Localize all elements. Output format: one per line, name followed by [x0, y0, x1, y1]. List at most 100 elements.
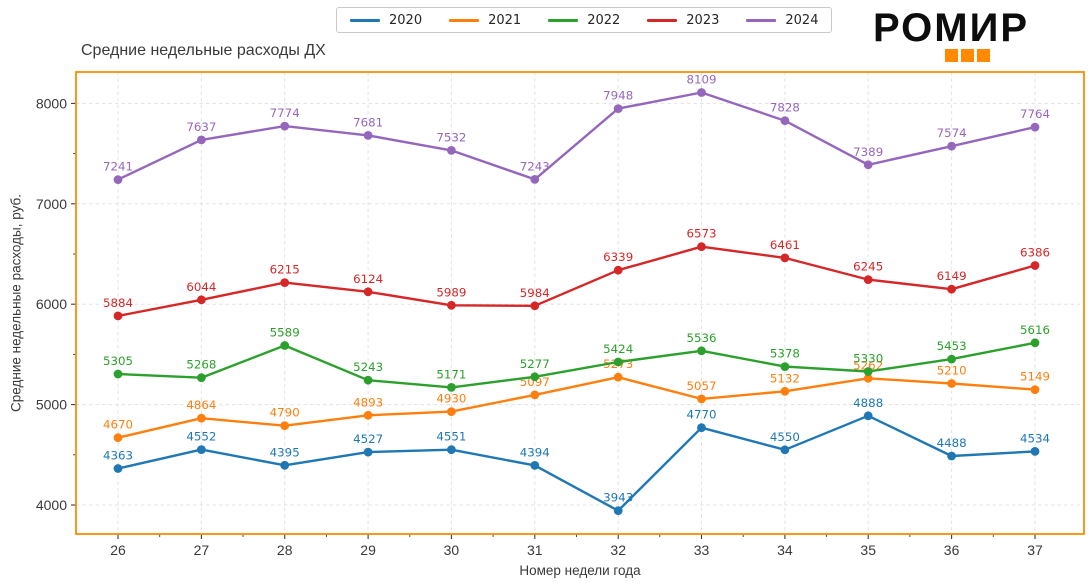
- value-label-2023: 5884: [103, 296, 133, 310]
- value-label-2023: 6573: [686, 227, 716, 241]
- data-point-2022: [447, 383, 456, 392]
- data-point-2023: [447, 300, 456, 310]
- value-label-2022: 5243: [353, 360, 383, 374]
- legend-item-2021: 2021: [449, 14, 521, 27]
- value-label-2020: 4527: [353, 432, 383, 446]
- value-label-2021: 4864: [186, 398, 216, 412]
- legend-item-2023: 2023: [647, 14, 719, 27]
- legend-item-2020: 2020: [350, 14, 422, 27]
- x-tick-label: 35: [860, 542, 876, 558]
- y-tick-label: 6000: [36, 296, 67, 312]
- data-point-2024: [780, 116, 790, 126]
- value-label-2021: 5262: [853, 358, 883, 372]
- chart-legend: 2020 2021 2022 2023 2024: [336, 7, 833, 33]
- value-label-2023: 6124: [353, 272, 383, 286]
- legend-label: 2022: [587, 12, 621, 28]
- series-line-2022: [117, 341, 1036, 389]
- value-label-2024: 7389: [853, 145, 883, 159]
- value-label-2022: 5171: [436, 367, 466, 381]
- logo-square: [961, 49, 974, 62]
- data-point-2020: [863, 411, 873, 421]
- data-point-2024: [613, 104, 623, 113]
- data-point-2022: [1030, 338, 1040, 348]
- data-point-2021: [863, 373, 873, 383]
- data-point-2023: [363, 287, 373, 297]
- data-point-2024: [1030, 122, 1040, 132]
- legend-line-sample: [746, 18, 777, 22]
- value-label-2024: 7948: [603, 89, 633, 103]
- value-label-2023: 6386: [1020, 246, 1050, 260]
- data-point-2021: [1030, 385, 1040, 394]
- data-point-2023: [113, 311, 123, 321]
- value-label-2021: 4930: [436, 392, 466, 406]
- series-line-2021: [117, 376, 1036, 439]
- value-label-2024: 7774: [270, 106, 300, 120]
- value-label-2020: 4552: [186, 430, 216, 444]
- value-label-2020: 4888: [853, 396, 883, 410]
- logo-square: [945, 49, 958, 62]
- x-tick-label: 29: [360, 542, 376, 558]
- value-label-2024: 7243: [520, 159, 550, 173]
- data-point-2020: [197, 445, 206, 454]
- value-label-2021: 5210: [937, 364, 967, 378]
- data-point-2020: [947, 451, 956, 461]
- series-line-2023: [117, 245, 1036, 318]
- value-label-2020: 3943: [603, 491, 633, 505]
- data-point-2023: [780, 253, 790, 263]
- value-label-2023: 6461: [770, 238, 800, 252]
- data-point-2020: [780, 445, 790, 455]
- value-label-2024: 7764: [1020, 107, 1050, 121]
- x-tick-label: 37: [1027, 542, 1043, 558]
- value-label-2023: 6044: [186, 280, 216, 294]
- y-tick-label: 4000: [36, 497, 67, 513]
- data-point-2022: [947, 354, 956, 364]
- romir-logo-text: РОМИР: [873, 6, 1030, 50]
- data-point-2022: [280, 341, 290, 350]
- data-point-2023: [697, 242, 706, 252]
- data-point-2023: [947, 284, 956, 294]
- data-point-2022: [530, 372, 540, 382]
- value-label-2022: 5616: [1020, 323, 1050, 337]
- value-label-2022: 5305: [103, 354, 133, 368]
- x-axis-label: Номер недели года: [519, 563, 641, 578]
- data-point-2022: [613, 357, 623, 367]
- data-point-2024: [363, 131, 373, 140]
- x-tick-label: 28: [277, 542, 293, 558]
- value-label-2020: 4488: [937, 436, 967, 450]
- x-tick-label: 30: [444, 542, 460, 558]
- value-label-2023: 5984: [520, 286, 550, 300]
- romir-logo-squares: [945, 49, 1088, 62]
- data-point-2021: [613, 372, 623, 382]
- value-label-2020: 4550: [770, 430, 800, 444]
- data-point-2022: [197, 373, 206, 383]
- data-point-2021: [363, 410, 373, 420]
- legend-label: 2024: [785, 12, 819, 28]
- value-label-2024: 7637: [186, 120, 216, 134]
- value-label-2024: 7828: [770, 101, 800, 115]
- value-label-2022: 5378: [770, 347, 800, 361]
- data-point-2021: [780, 386, 790, 396]
- value-label-2020: 4551: [436, 430, 466, 444]
- value-label-2020: 4395: [270, 445, 300, 459]
- series-line-2024: [117, 91, 1036, 181]
- data-point-2021: [530, 390, 540, 400]
- value-label-2022: 5453: [937, 339, 967, 353]
- data-point-2020: [280, 460, 290, 470]
- value-label-2021: 5057: [686, 379, 716, 393]
- data-point-2023: [197, 295, 206, 305]
- legend-line-sample: [548, 18, 579, 22]
- value-label-2024: 7681: [353, 115, 383, 129]
- data-point-2023: [1030, 261, 1040, 270]
- romir-logo: РОМИР: [873, 8, 1088, 62]
- data-point-2024: [863, 160, 873, 170]
- series-line-2020: [117, 414, 1036, 512]
- value-label-2024: 7241: [103, 160, 133, 174]
- value-label-2024: 8109: [686, 73, 716, 87]
- plot-frame: [75, 71, 1085, 535]
- value-label-2023: 5989: [436, 285, 466, 299]
- value-label-2021: 4893: [353, 395, 383, 409]
- data-point-2024: [530, 175, 540, 184]
- value-label-2023: 6339: [603, 250, 633, 264]
- value-label-2022: 5330: [853, 352, 883, 366]
- logo-square: [977, 49, 990, 62]
